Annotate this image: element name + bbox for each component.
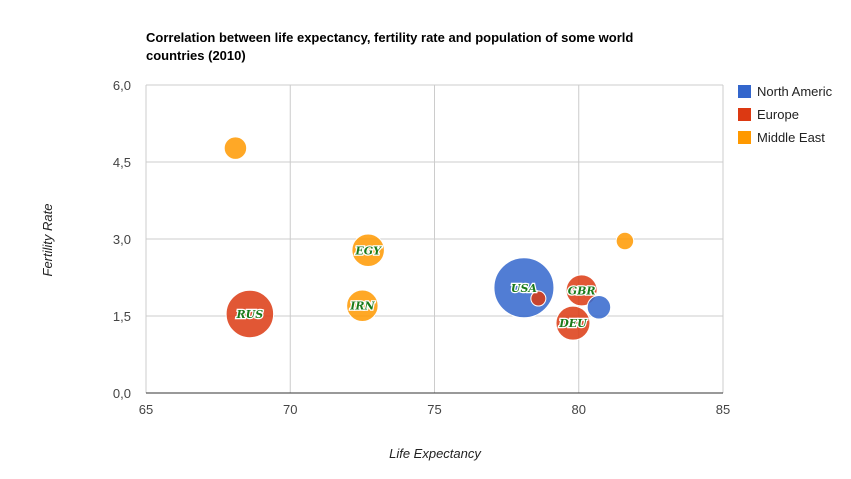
bubble: [225, 289, 275, 339]
bubble: [615, 231, 635, 251]
x-tick-label: 80: [572, 402, 586, 417]
x-axis-title: Life Expectancy: [389, 446, 482, 461]
x-axis-ticks: 65 70 75 80 85: [139, 402, 730, 417]
x-tick-label: 75: [427, 402, 441, 417]
chart-title-line-1: Correlation between life expectancy, fer…: [146, 30, 633, 45]
legend-swatch: [738, 85, 751, 98]
y-tick-label: 6,0: [113, 78, 131, 93]
bubbles: USA RUS DEU EGY IRN GBR: [223, 136, 635, 341]
y-axis-ticks: 0,0 1,5 3,0 4,5 6,0: [113, 78, 131, 401]
y-tick-label: 1,5: [113, 309, 131, 324]
y-tick-label: 4,5: [113, 155, 131, 170]
grid-lines: [145, 84, 724, 394]
x-tick-label: 65: [139, 402, 153, 417]
bubble-label: USA: [511, 282, 538, 295]
x-tick-label: 85: [716, 402, 730, 417]
bubble-label: IRN: [349, 300, 375, 313]
y-tick-label: 0,0: [113, 386, 131, 401]
legend-label: Europe: [757, 107, 799, 122]
chart-title-line-2: countries (2010): [146, 48, 246, 63]
x-tick-label: 70: [283, 402, 297, 417]
bubble: [351, 233, 385, 268]
legend-label: North Americ: [757, 84, 833, 99]
bubble: [346, 289, 379, 322]
bubble: [586, 295, 612, 320]
y-tick-label: 3,0: [113, 232, 131, 247]
bubble: [555, 305, 591, 341]
bubble: [530, 290, 547, 307]
legend-swatch: [738, 108, 751, 121]
legend: North Americ Europe Middle East: [738, 84, 833, 145]
bubble-label: RUS: [236, 308, 264, 321]
bubble: [223, 136, 248, 160]
bubble-label: EGY: [354, 244, 382, 257]
y-axis-title: Fertility Rate: [40, 204, 55, 277]
bubble-label: DEU: [558, 317, 588, 330]
legend-swatch: [738, 131, 751, 144]
legend-label: Middle East: [757, 130, 825, 145]
bubble-label: GBR: [568, 284, 596, 297]
bubble: [565, 274, 598, 307]
